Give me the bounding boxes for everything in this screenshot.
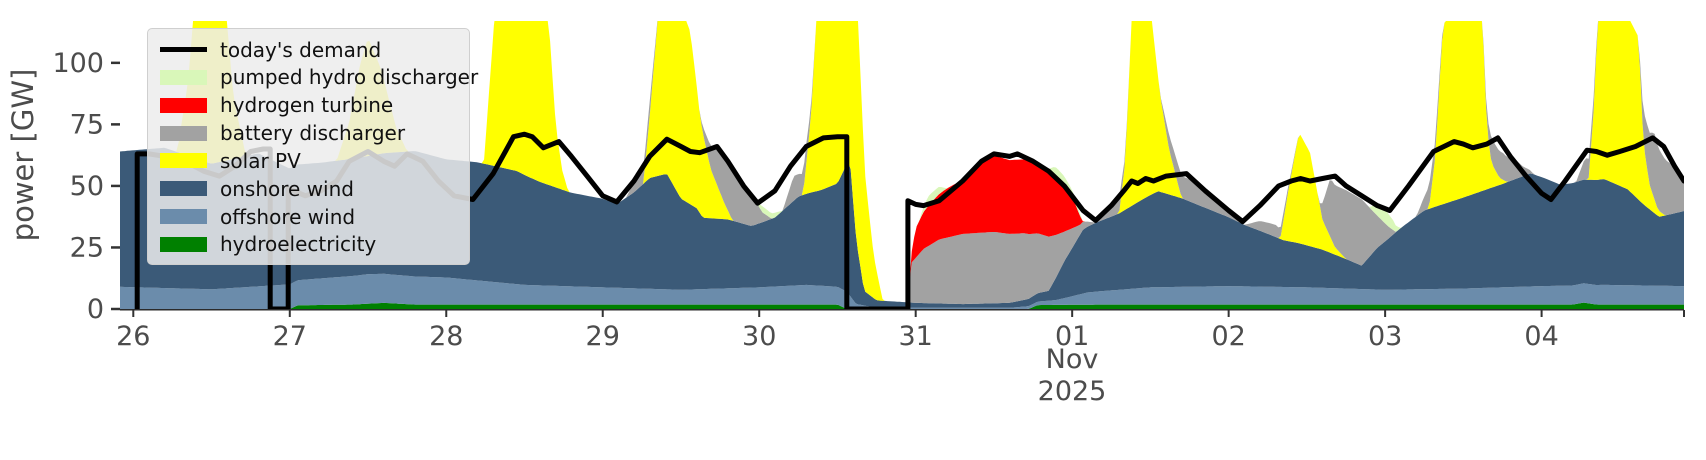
x-tick-label-26: 26 [116, 321, 150, 352]
area-offshore-wind [120, 273, 1684, 309]
x-axis-month-label: Nov [1046, 344, 1099, 375]
legend-label: offshore wind [220, 204, 356, 229]
legend-color-swatch [160, 236, 207, 252]
y-tick-label-100: 100 [52, 48, 104, 79]
y-tick-label-0: 0 [87, 294, 104, 325]
legend-color-swatch [160, 181, 207, 197]
x-tick-label-01: 01 [1055, 321, 1089, 352]
x-tick-label-31: 31 [899, 321, 933, 352]
x-tick-label-29: 29 [586, 321, 620, 352]
legend-color-swatch [160, 69, 207, 85]
legend-color-swatch [160, 153, 207, 169]
legend-label: hydroelectricity [220, 232, 377, 257]
x-axis-year-label: 2025 [1038, 376, 1107, 407]
legend-label: hydrogen turbine [220, 93, 394, 118]
x-tick-label-04: 04 [1524, 321, 1558, 352]
legend-item-onshore-wind: onshore wind [160, 175, 459, 202]
legend-line-swatch [160, 47, 207, 52]
legend-item-hydroelectricity: hydroelectricity [160, 231, 459, 258]
x-tick-label-03: 03 [1368, 321, 1402, 352]
legend-item-battery-discharger: battery discharger [160, 120, 459, 147]
legend-label: solar PV [220, 148, 301, 173]
legend-color-swatch [160, 97, 207, 113]
x-tick-label-27: 27 [273, 321, 307, 352]
area-hydroelectricity [120, 302, 1684, 309]
axes: 0 25 50 75 100 26 27 28 29 30 31 01 02 03 04 [52, 48, 1685, 352]
area-solar-pv [120, 21, 1684, 305]
legend-item-solar-pv: solar PV [160, 147, 459, 174]
legend-label: today's demand [220, 37, 382, 62]
legend: today's demand pumped hydro discharger hyd… [147, 28, 478, 265]
x-tick-label-30: 30 [742, 321, 776, 352]
legend-label: battery discharger [220, 121, 406, 146]
y-axis-title: power [GW] [6, 68, 40, 242]
legend-item-hydrogen-turbine: hydrogen turbine [160, 92, 459, 119]
y-tick-label-75: 75 [70, 109, 104, 140]
legend-item-offshore-wind: offshore wind [160, 203, 459, 230]
y-tick-label-25: 25 [70, 232, 104, 263]
x-tick-label-02: 02 [1211, 321, 1245, 352]
legend-label: onshore wind [220, 176, 354, 201]
legend-item-pumped-hydro-discharger: pumped hydro discharger [160, 64, 478, 91]
legend-item-today-s-demand: today's demand [160, 36, 459, 63]
legend-label: pumped hydro discharger [220, 65, 479, 90]
legend-color-swatch [160, 125, 207, 141]
x-tick-label-28: 28 [429, 321, 463, 352]
legend-color-swatch [160, 209, 207, 225]
area-onshore-wind [120, 147, 1684, 308]
y-tick-label-50: 50 [70, 171, 104, 202]
stacked-areas [120, 21, 1684, 309]
